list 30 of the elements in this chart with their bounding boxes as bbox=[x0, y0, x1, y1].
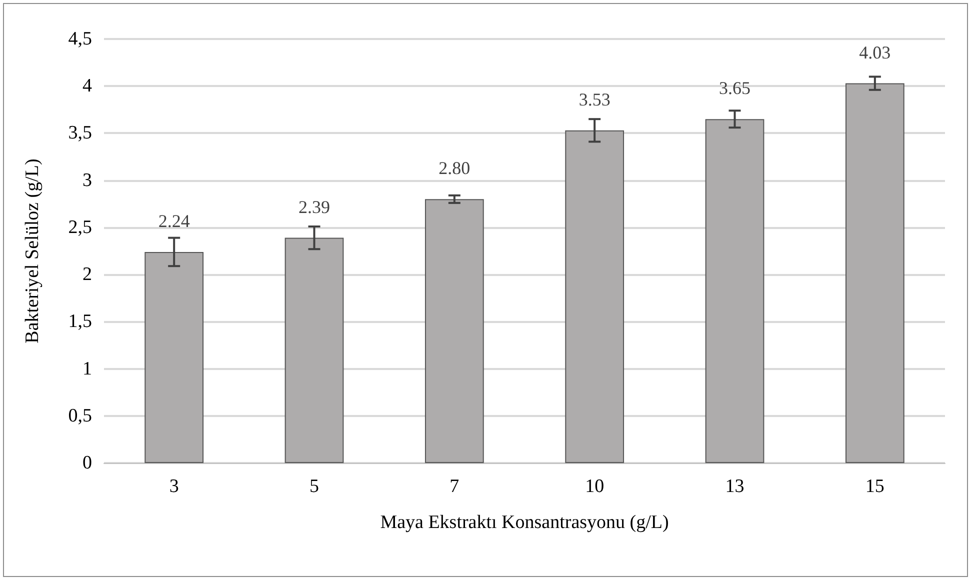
data-label: 3.65 bbox=[719, 78, 750, 98]
data-label: 2.39 bbox=[298, 196, 330, 217]
x-tick-label: 5 bbox=[310, 476, 319, 497]
x-tick-label: 10 bbox=[585, 476, 604, 497]
y-tick-label: 4,5 bbox=[68, 28, 92, 50]
y-axis-title: Bakteriyel Selüloz (g/L) bbox=[22, 158, 43, 344]
y-tick-label: 2,5 bbox=[68, 216, 92, 238]
x-tick-label: 13 bbox=[725, 476, 744, 497]
bar bbox=[705, 119, 764, 463]
y-tick-label: 3 bbox=[82, 170, 92, 191]
y-tick-label: 3,5 bbox=[68, 122, 92, 144]
y-tick-label: 0 bbox=[82, 452, 92, 474]
data-label: 3.53 bbox=[578, 89, 610, 110]
y-tick-label: 1 bbox=[82, 358, 92, 380]
x-tick-label: 15 bbox=[865, 476, 884, 497]
bar bbox=[845, 83, 904, 463]
bar bbox=[424, 199, 484, 463]
x-tick-label: 7 bbox=[450, 476, 460, 497]
y-tick-label: 0,5 bbox=[68, 405, 92, 426]
data-label: 2.80 bbox=[438, 158, 470, 178]
x-tick-label: 3 bbox=[169, 476, 179, 497]
bar bbox=[565, 130, 624, 463]
bar bbox=[284, 238, 344, 463]
x-axis-title: Maya Ekstraktı Konsantrasyonu (g/L) bbox=[380, 512, 669, 533]
y-tick-label: 4 bbox=[82, 76, 92, 97]
y-tick-label: 1,5 bbox=[68, 311, 92, 332]
data-label: 2.24 bbox=[158, 210, 190, 231]
bar bbox=[144, 252, 204, 463]
data-label: 4.03 bbox=[859, 42, 891, 62]
y-tick-label: 2 bbox=[82, 264, 92, 286]
